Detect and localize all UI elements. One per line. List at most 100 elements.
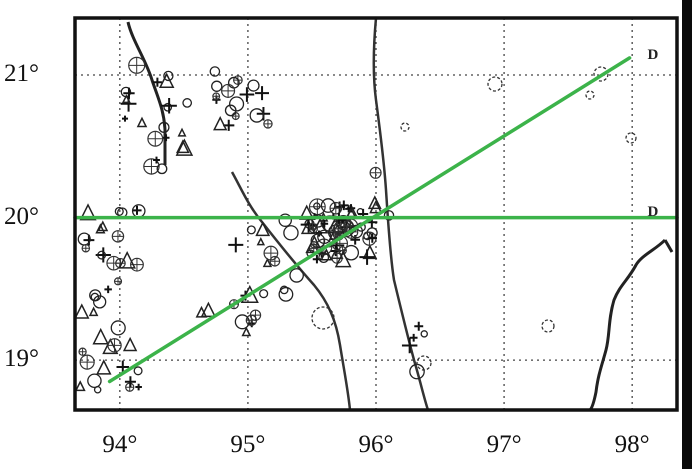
quake-circle-cross-mark bbox=[330, 202, 342, 214]
quake-triangle bbox=[213, 116, 228, 131]
quake-circle bbox=[90, 292, 100, 302]
quake-triangle bbox=[121, 94, 131, 104]
quake-circle bbox=[400, 122, 410, 132]
quake-circle bbox=[224, 104, 237, 117]
quake-circle bbox=[182, 98, 193, 108]
quake-circle-cross-mark bbox=[106, 256, 121, 270]
profile-lines bbox=[73, 56, 679, 384]
quake-circle bbox=[246, 225, 256, 235]
quake-circle-cross-mark bbox=[310, 241, 318, 248]
quake-circle bbox=[114, 206, 124, 216]
quake-circle bbox=[93, 295, 107, 309]
quake-triangle bbox=[122, 336, 138, 352]
quake-circle bbox=[289, 268, 304, 283]
quake-triangle bbox=[88, 306, 99, 317]
quake-triangle bbox=[96, 359, 112, 375]
quake-circle-cross-mark bbox=[333, 231, 341, 239]
quake-cross bbox=[414, 321, 424, 331]
quake-cross bbox=[123, 87, 135, 99]
quake-circle-cross-mark bbox=[232, 112, 240, 120]
coastline bbox=[588, 238, 667, 412]
quake-triangle bbox=[367, 195, 382, 210]
quake-circle-cross-mark bbox=[107, 338, 122, 352]
quake-triangle bbox=[255, 221, 271, 237]
quake-triangle bbox=[175, 138, 194, 156]
quake-circle bbox=[229, 96, 245, 112]
quake-circle bbox=[97, 250, 107, 260]
quake-circle-cross-mark bbox=[114, 277, 122, 285]
quake-cross bbox=[401, 337, 418, 354]
quake-cross bbox=[239, 87, 255, 102]
profile-line-D bbox=[107, 56, 632, 384]
lon-tick-label: 94° bbox=[102, 431, 138, 458]
quake-triangle bbox=[256, 236, 266, 246]
profile-endpoint-label: D bbox=[647, 203, 659, 220]
quake-triangle bbox=[136, 116, 148, 128]
quake-circle-cross-mark bbox=[128, 57, 145, 74]
quake-cross bbox=[121, 115, 129, 122]
quake-circle bbox=[87, 373, 102, 389]
quake-cross bbox=[132, 205, 142, 215]
quake-triangle bbox=[118, 250, 136, 269]
quake-circle-cross-mark bbox=[221, 84, 235, 98]
window-edge bbox=[682, 0, 692, 469]
quake-cross bbox=[153, 156, 160, 164]
quake-circle-cross-mark bbox=[82, 244, 90, 252]
quake-cross bbox=[367, 233, 377, 243]
quake-triangle bbox=[158, 72, 175, 89]
profile-endpoint-label: D bbox=[647, 46, 659, 63]
quake-triangle bbox=[74, 380, 86, 392]
coastline-2 bbox=[663, 239, 674, 253]
quake-circle-cross-mark bbox=[263, 119, 273, 129]
quake-circle-cross-mark bbox=[80, 355, 95, 370]
quake-circle bbox=[541, 319, 555, 333]
fault-trace-3 bbox=[372, 17, 430, 411]
quake-cross bbox=[228, 237, 244, 253]
quake-triangle bbox=[92, 327, 110, 345]
quake-circle bbox=[487, 76, 503, 92]
quake-circle bbox=[625, 132, 637, 144]
quake-circle-cross-mark bbox=[147, 131, 163, 147]
fault-trace-2 bbox=[230, 171, 352, 411]
quake-circle bbox=[259, 289, 269, 299]
quake-circle-cross-mark bbox=[79, 348, 87, 356]
quake-circle-cross-mark bbox=[250, 310, 261, 321]
quake-circle bbox=[593, 66, 609, 82]
quake-circle bbox=[278, 286, 294, 302]
quake-cross bbox=[300, 216, 317, 233]
quake-cross bbox=[409, 333, 418, 342]
quake-circle bbox=[383, 210, 395, 221]
earthquake-symbols bbox=[74, 56, 637, 394]
lon-tick-label: 98° bbox=[614, 431, 650, 458]
lon-tick-label: 95° bbox=[230, 431, 266, 458]
quake-cross bbox=[116, 360, 130, 374]
quake-triangle bbox=[74, 303, 90, 319]
quake-circle bbox=[211, 80, 223, 92]
quake-circle-cross-mark bbox=[309, 223, 316, 230]
quake-triangle bbox=[241, 326, 252, 337]
quake-cross bbox=[124, 376, 136, 388]
quake-circle-cross-mark bbox=[370, 167, 382, 179]
quake-circle bbox=[156, 163, 168, 175]
fault-trace-1 bbox=[126, 21, 167, 165]
quake-circle bbox=[158, 121, 170, 133]
lon-tick-label: 96° bbox=[358, 431, 394, 458]
quake-triangle bbox=[79, 203, 97, 221]
quake-circle-cross-mark bbox=[264, 246, 278, 260]
quake-triangle bbox=[334, 250, 352, 268]
quake-cross bbox=[223, 119, 235, 131]
quake-cross bbox=[320, 219, 329, 228]
quake-triangle bbox=[262, 257, 273, 268]
quake-circle bbox=[416, 355, 432, 371]
quake-circle bbox=[163, 70, 174, 82]
quake-circle-cross-mark bbox=[309, 198, 326, 215]
quake-cross bbox=[135, 383, 142, 391]
lat-tick-label: 20° bbox=[4, 202, 39, 230]
quake-circle-cross-mark bbox=[212, 92, 220, 100]
quake-circle bbox=[278, 213, 292, 227]
lat-tick-label: 19° bbox=[4, 345, 39, 373]
quake-cross bbox=[104, 285, 112, 294]
quake-triangle bbox=[95, 223, 106, 234]
quake-circle bbox=[313, 202, 321, 210]
